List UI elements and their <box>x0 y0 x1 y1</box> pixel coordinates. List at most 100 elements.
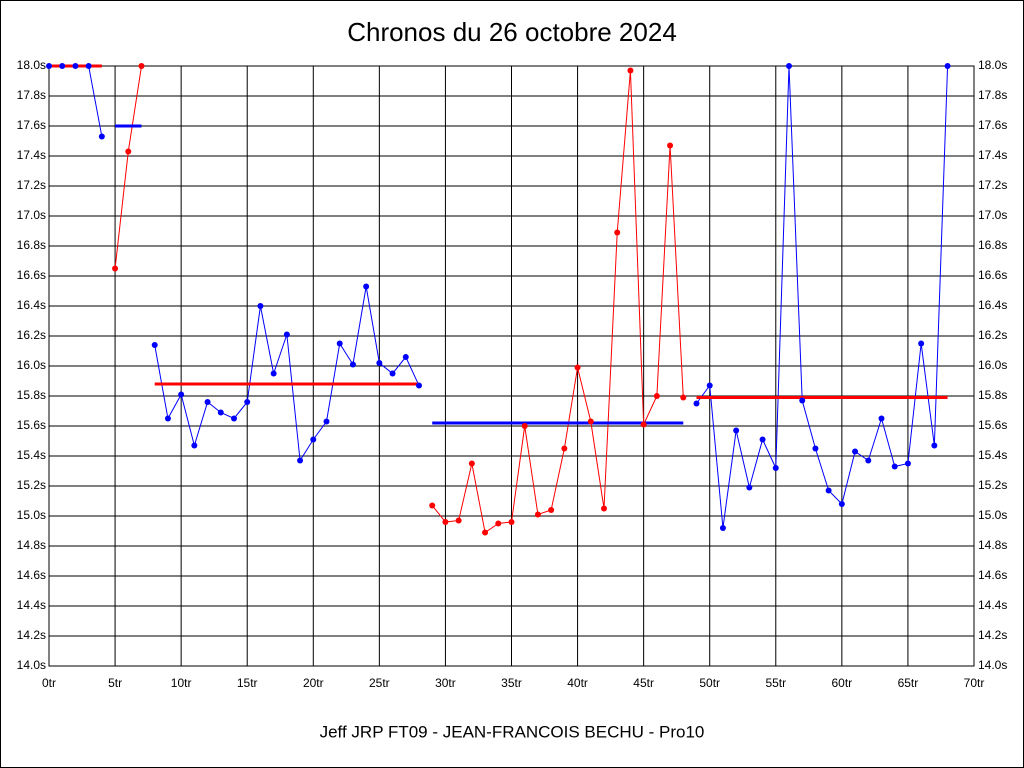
data-point <box>508 519 515 525</box>
y2-tick-label: 17.0s <box>978 208 1007 222</box>
data-point <box>257 303 264 309</box>
data-point <box>59 63 66 69</box>
y2-tick-label: 15.4s <box>978 448 1007 462</box>
data-point <box>164 415 171 422</box>
y2-tick-label: 18.0s <box>978 58 1007 72</box>
y-tick-label: 17.8s <box>17 88 46 102</box>
data-point <box>85 63 92 69</box>
data-point <box>719 525 726 531</box>
y-tick-label: 18.0s <box>17 58 46 72</box>
data-point <box>865 457 872 464</box>
y-tick-label: 14.2s <box>17 628 46 642</box>
y-tick-label: 16.8s <box>17 238 46 252</box>
data-point <box>667 142 674 149</box>
data-point <box>772 465 779 471</box>
data-point <box>548 507 555 513</box>
y2-tick-label: 15.0s <box>978 508 1007 522</box>
y2-tick-label: 15.2s <box>978 478 1007 492</box>
y-tick-label: 17.4s <box>17 148 46 162</box>
data-point <box>46 63 52 69</box>
data-point <box>138 63 145 69</box>
y2-tick-label: 16.6s <box>978 268 1007 282</box>
x-tick-label: 25tr <box>369 676 390 690</box>
data-point <box>376 360 383 366</box>
data-point <box>429 502 436 509</box>
data-point <box>733 427 740 434</box>
y-tick-label: 15.2s <box>17 478 46 492</box>
data-point <box>653 393 660 399</box>
x-tick-label: 60tr <box>832 676 853 690</box>
data-point <box>891 463 898 470</box>
y2-tick-label: 16.0s <box>978 358 1007 372</box>
x-tick-label: 5tr <box>108 676 122 690</box>
y-tick-label: 16.0s <box>17 358 46 372</box>
data-point <box>640 421 647 428</box>
y2-tick-label: 15.6s <box>978 418 1007 432</box>
data-point <box>825 487 832 494</box>
data-point <box>931 442 938 449</box>
chart-title: Chronos du 26 octobre 2024 <box>347 17 677 47</box>
y-tick-label: 14.6s <box>17 568 46 582</box>
y2-tick-label: 17.4s <box>978 148 1007 162</box>
data-point <box>270 370 277 377</box>
data-point <box>587 418 594 425</box>
data-point <box>746 484 753 491</box>
y-tick-label: 15.8s <box>17 388 46 402</box>
y2-tick-label: 17.2s <box>978 178 1007 192</box>
data-point <box>204 399 211 405</box>
y-tick-label: 16.4s <box>17 298 46 312</box>
data-point <box>904 460 911 467</box>
y-tick-label: 17.2s <box>17 178 46 192</box>
x-tick-label: 15tr <box>237 676 258 690</box>
y2-tick-label: 16.4s <box>978 298 1007 312</box>
data-point <box>310 436 317 443</box>
y-tick-label: 15.4s <box>17 448 46 462</box>
chart-subtitle: Jeff JRP FT09 - JEAN-FRANCOIS BECHU - Pr… <box>320 722 705 741</box>
data-point <box>799 397 806 404</box>
data-point <box>680 394 687 401</box>
data-point <box>297 457 304 464</box>
y2-tick-label: 14.0s <box>978 658 1007 672</box>
data-point <box>98 133 105 140</box>
y2-tick-label: 14.2s <box>978 628 1007 642</box>
x-tick-label: 65tr <box>898 676 919 690</box>
x-tick-label: 10tr <box>171 676 192 690</box>
data-point <box>231 415 237 422</box>
data-point <box>944 63 951 69</box>
data-point <box>125 148 132 155</box>
y2-tick-label: 17.8s <box>978 88 1007 102</box>
y2-tick-label: 16.8s <box>978 238 1007 252</box>
y-tick-label: 14.0s <box>17 658 46 672</box>
data-point <box>363 283 370 290</box>
y2-tick-label: 14.6s <box>978 568 1007 582</box>
series-line <box>431 70 684 534</box>
y2-tick-label: 17.6s <box>978 118 1007 132</box>
data-point <box>812 445 819 452</box>
x-tick-label: 35tr <box>501 676 522 690</box>
y-tick-label: 16.2s <box>17 328 46 342</box>
data-point <box>495 520 502 527</box>
data-point <box>534 511 541 518</box>
data-point <box>521 423 528 429</box>
x-tick-label: 30tr <box>435 676 456 690</box>
data-point <box>561 445 568 452</box>
data-point <box>112 265 119 272</box>
y-tick-label: 14.4s <box>17 598 46 612</box>
data-point <box>759 436 766 443</box>
data-point <box>693 400 700 407</box>
data-point <box>455 517 462 524</box>
data-point <box>244 399 251 405</box>
data-point <box>178 391 185 398</box>
y-tick-label: 14.8s <box>17 538 46 552</box>
x-tick-label: 70tr <box>964 676 985 690</box>
data-point <box>336 340 343 347</box>
y-tick-label: 17.0s <box>17 208 46 222</box>
data-point <box>191 442 198 449</box>
data-point <box>389 370 396 377</box>
x-tick-label: 20tr <box>303 676 324 690</box>
data-point <box>468 460 475 467</box>
data-point <box>614 229 621 236</box>
y-tick-label: 15.6s <box>17 418 46 432</box>
